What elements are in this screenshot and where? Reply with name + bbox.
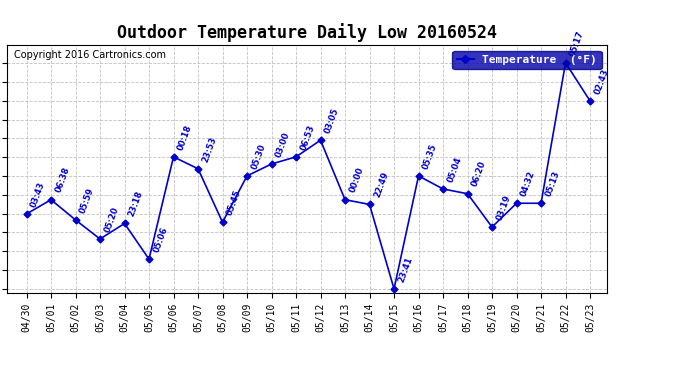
- Text: 06:38: 06:38: [54, 166, 71, 194]
- Text: 23:18: 23:18: [127, 190, 145, 218]
- Text: 03:43: 03:43: [29, 180, 47, 209]
- Text: 05:13: 05:13: [544, 170, 562, 198]
- Text: 05:45: 05:45: [226, 189, 243, 217]
- Text: 05:35: 05:35: [422, 142, 439, 170]
- Text: 23:41: 23:41: [397, 255, 415, 284]
- Text: 03:19: 03:19: [495, 194, 513, 222]
- Text: 06:20: 06:20: [471, 160, 488, 188]
- Text: 03:05: 03:05: [324, 106, 341, 135]
- Text: 05:59: 05:59: [78, 186, 96, 214]
- Text: 05:06: 05:06: [152, 225, 169, 254]
- Text: 02:43: 02:43: [593, 67, 611, 95]
- Text: 00:00: 00:00: [348, 166, 365, 194]
- Text: 22:49: 22:49: [373, 171, 390, 199]
- Text: 05:20: 05:20: [103, 205, 120, 233]
- Title: Outdoor Temperature Daily Low 20160524: Outdoor Temperature Daily Low 20160524: [117, 23, 497, 42]
- Text: 06:53: 06:53: [299, 123, 317, 151]
- Text: 05:04: 05:04: [446, 155, 464, 183]
- Text: Copyright 2016 Cartronics.com: Copyright 2016 Cartronics.com: [14, 50, 166, 60]
- Legend: Temperature  (°F): Temperature (°F): [453, 51, 602, 69]
- Text: 03:00: 03:00: [275, 130, 292, 158]
- Text: 04:32: 04:32: [520, 170, 537, 198]
- Text: 00:18: 00:18: [176, 123, 194, 151]
- Text: 05:17: 05:17: [569, 29, 586, 57]
- Text: 05:30: 05:30: [250, 142, 267, 170]
- Text: 23:53: 23:53: [201, 135, 218, 163]
